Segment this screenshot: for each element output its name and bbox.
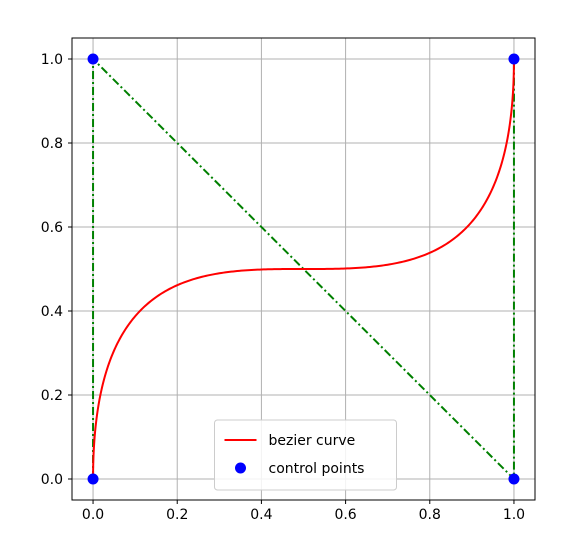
legend-marker-control-points bbox=[235, 462, 246, 474]
plot-series bbox=[87, 53, 520, 485]
x-tick-label-3: 0.6 bbox=[334, 507, 356, 523]
legend: bezier curve control points bbox=[214, 419, 397, 491]
legend-label-1: control points bbox=[269, 461, 365, 477]
control-point-marker-0 bbox=[87, 473, 99, 485]
x-tick-label-5: 1.0 bbox=[503, 507, 525, 523]
legend-label-0: bezier curve bbox=[269, 433, 356, 449]
x-tick-label-0: 0.0 bbox=[82, 507, 104, 523]
control-polygon-line bbox=[92, 56, 515, 482]
control-point-marker-2 bbox=[508, 473, 520, 485]
control-point-marker-1 bbox=[87, 53, 99, 65]
y-tick-label-0: 0.0 bbox=[41, 472, 63, 488]
y-tick-label-2: 0.4 bbox=[41, 304, 63, 320]
y-tick-label-4: 0.8 bbox=[41, 136, 63, 152]
y-tick-label-1: 0.2 bbox=[41, 388, 63, 404]
axes-frame bbox=[71, 37, 536, 501]
legend-box bbox=[214, 419, 397, 491]
axis-ticks: 0.0 0.2 0.4 0.6 0.8 1.0 0.0 0.2 0.4 0.6 0.8 1.0 bbox=[41, 52, 525, 523]
x-tick-label-2: 0.4 bbox=[250, 507, 272, 523]
x-tick-label-1: 0.2 bbox=[166, 507, 188, 523]
control-point-marker-3 bbox=[508, 53, 520, 65]
x-tick-label-4: 0.8 bbox=[419, 507, 441, 523]
y-tick-label-5: 1.0 bbox=[41, 52, 63, 68]
y-tick-label-3: 0.6 bbox=[41, 220, 63, 236]
bezier-curve-line bbox=[92, 58, 515, 480]
